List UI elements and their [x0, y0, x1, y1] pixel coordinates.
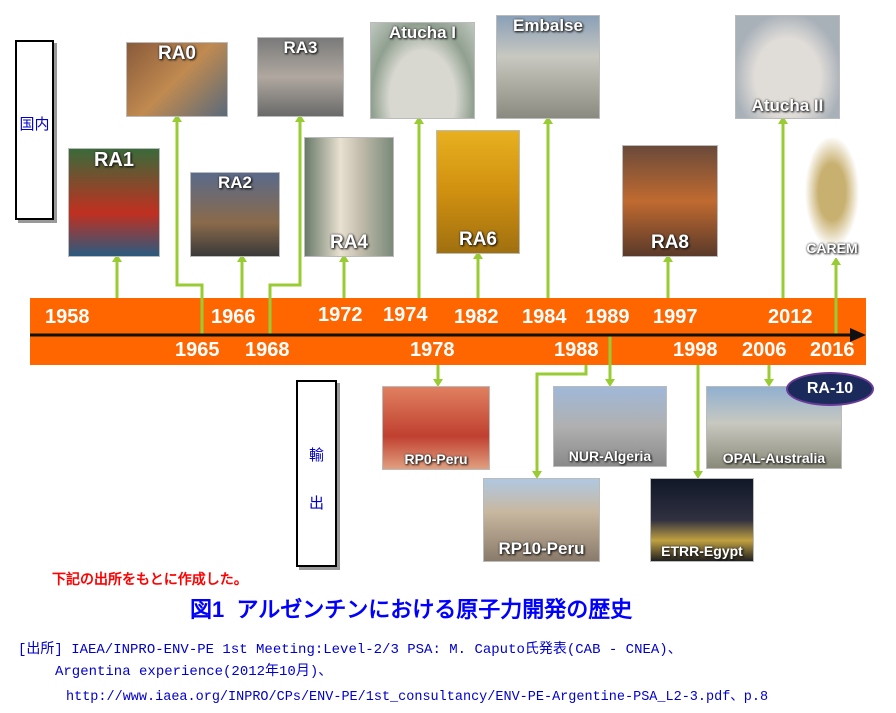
- label-ra3: RA3: [283, 38, 318, 57]
- ra10-badge: RA-10: [786, 372, 874, 406]
- year-1989: 1989: [585, 306, 630, 328]
- label-ra8: RA8: [650, 232, 689, 253]
- export-label: 輸出: [308, 447, 324, 512]
- year-1997: 1997: [653, 306, 698, 328]
- photo-ra1: RA1: [68, 148, 160, 257]
- arrow-head: [850, 328, 866, 342]
- domestic-label-box: 国内: [15, 40, 54, 220]
- year-2012: 2012: [768, 306, 813, 328]
- photo-ra6: RA6: [436, 130, 520, 254]
- photo-ra0: RA0: [126, 42, 228, 117]
- photo-rp10-peru: RP10-Peru: [483, 478, 600, 562]
- export-label-box: 輸出: [296, 380, 337, 567]
- label-rp10-peru: RP10-Peru: [498, 539, 585, 558]
- connector-ra3: [268, 118, 302, 335]
- domestic-label: 国内: [19, 116, 50, 133]
- photo-carem: CAREM: [800, 138, 864, 258]
- note: 下記の出所をもとに作成した。: [52, 571, 248, 587]
- label-atucha-1: Atucha I: [388, 23, 457, 42]
- label-carem: CAREM: [806, 240, 858, 256]
- timeline-bar: [30, 298, 866, 365]
- year-2016: 2016: [810, 339, 855, 361]
- year-1958: 1958: [45, 306, 90, 328]
- source-line-2: Argentina experience(2012年10月)、: [55, 664, 333, 680]
- photo-embalse: Embalse: [496, 15, 600, 119]
- year-1978: 1978: [410, 339, 455, 361]
- photo-ra8: RA8: [622, 145, 718, 257]
- year-1982: 1982: [454, 306, 499, 328]
- year-1966: 1966: [211, 306, 256, 328]
- connector-rp10: [535, 365, 588, 475]
- label-ra0: RA0: [157, 43, 196, 64]
- photo-atucha-1: Atucha I: [370, 22, 475, 119]
- photo-ra4: RA4: [304, 137, 394, 257]
- label-ra2: RA2: [217, 173, 252, 192]
- photo-ra2: RA2: [190, 172, 280, 257]
- label-ra4: RA4: [329, 232, 368, 253]
- year-1972: 1972: [318, 304, 363, 326]
- label-nur-algeria: NUR-Algeria: [568, 448, 652, 464]
- photo-nur-algeria: NUR-Algeria: [553, 386, 667, 467]
- photo-rp0-peru: RP0-Peru: [382, 386, 490, 470]
- year-1974: 1974: [383, 304, 428, 326]
- figure-title: 図1 アルゼンチンにおける原子力開発の歴史: [190, 597, 633, 622]
- photo-etrr-egypt: ETRR-Egypt: [650, 478, 754, 562]
- label-ra6: RA6: [458, 229, 497, 250]
- year-1998: 1998: [673, 339, 718, 361]
- photo-atucha-2: Atucha II: [735, 15, 840, 119]
- year-1965: 1965: [175, 339, 220, 361]
- year-1984: 1984: [522, 306, 567, 328]
- year-1968: 1968: [245, 339, 290, 361]
- year-2006: 2006: [742, 339, 787, 361]
- source-line-3: http://www.iaea.org/INPRO/CPs/ENV-PE/1st…: [66, 690, 769, 705]
- connector-ra0: [175, 118, 204, 335]
- label-atucha-2: Atucha II: [751, 96, 824, 115]
- label-opal-australia: OPAL-Australia: [722, 450, 826, 466]
- label-embalse: Embalse: [513, 16, 583, 35]
- label-ra1: RA1: [93, 149, 134, 171]
- label-etrr-egypt: ETRR-Egypt: [661, 543, 743, 559]
- label-rp0-peru: RP0-Peru: [404, 451, 468, 467]
- source-line-1: [出所] IAEA/INPRO-ENV-PE 1st Meeting:Level…: [18, 642, 682, 658]
- photo-ra3: RA3: [257, 37, 344, 117]
- year-1988: 1988: [554, 339, 599, 361]
